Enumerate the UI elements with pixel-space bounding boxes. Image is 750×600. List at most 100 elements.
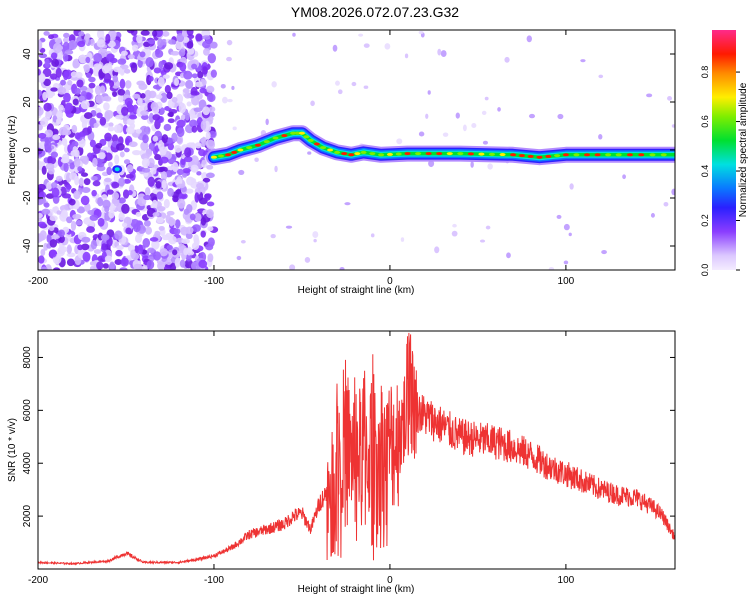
noise-blob [310,100,315,107]
ridge-peak [320,146,327,150]
noise-blob [165,233,173,238]
noise-blob [206,139,216,150]
noise-blob [119,78,126,89]
snr-y-tick-label: 6000 [22,399,33,422]
noise-blob [428,160,435,168]
spectrogram-y-tick-label: 40 [22,48,33,60]
noise-blob [115,143,125,151]
noise-blob [43,78,52,87]
noise-blob [85,72,92,79]
figure-title: YM08.2026.072.07.23.G32 [291,4,459,20]
noise-blob [101,194,108,201]
noise-blob [126,30,135,34]
noise-blob [148,76,154,82]
noise-blob [238,169,245,175]
ridge-peak [536,155,543,159]
noise-blob [181,238,190,244]
noise-blob [497,107,501,112]
noise-blob [121,106,129,116]
noise-blob [50,151,59,158]
noise-blob [51,187,60,198]
ridge-peak [360,150,367,154]
noise-blob [190,164,199,173]
ridge-peak [290,131,297,135]
noise-blob [97,217,105,227]
noise-blob [504,56,510,63]
noise-blob [125,227,132,235]
noise-blob [178,49,186,57]
noise-blob [102,263,109,269]
noise-blob [105,33,111,44]
noise-blob [60,157,70,164]
noise-blob [51,233,61,240]
noise-blob [82,155,89,165]
noise-blob [563,260,569,265]
noise-blob [117,58,127,65]
noise-blob [201,136,207,148]
ridge-peak [457,152,464,156]
noise-blob [59,204,69,212]
noise-blob [111,181,120,189]
snr-y-tick-label: 8000 [22,346,33,369]
noise-blob [106,189,114,195]
noise-blob [363,85,369,89]
spectrogram-y-tick-label: 20 [22,96,33,108]
ridge-peak [594,153,601,157]
noise-blob [64,102,74,113]
ridge-peak [478,152,485,156]
noise-blob [39,161,46,166]
noise-blob [49,238,58,248]
noise-blob [183,156,193,163]
noise-blob [163,198,170,209]
noise-blob [198,259,208,269]
noise-blob [183,70,193,80]
noise-blob [54,37,62,44]
noise-blob [427,90,431,95]
noise-blob [528,113,536,119]
noise-blob [124,68,131,74]
noise-blob [57,86,67,95]
noise-blob [167,143,174,151]
noise-blob [63,92,71,103]
ridge-peak [263,140,270,144]
noise-blob [48,226,55,232]
noise-blob [57,246,66,257]
noise-blob [182,173,188,178]
spectrogram-noise [38,30,675,270]
noise-blob [185,188,194,194]
ridge-peak [562,153,569,157]
noise-blob [204,193,211,201]
noise-blob [155,49,164,58]
noise-blob [363,43,370,48]
noise-blob [145,57,154,68]
noise-blob [114,259,123,265]
noise-blob [167,187,174,197]
noise-blob [150,101,159,111]
colorbar-tick-label: 0.4 [700,165,710,178]
noise-blob [131,150,142,156]
noise-blob [152,114,161,121]
noise-blob [171,96,178,103]
noise-blob [38,183,46,191]
noise-blob [162,74,170,79]
noise-blob [50,87,58,92]
noise-blob [70,220,77,232]
noise-blob [75,71,83,79]
noise-blob [598,74,604,79]
ridge-peak [415,152,422,156]
noise-blob [93,52,103,63]
noise-blob [646,93,653,98]
noise-blob [40,248,46,257]
noise-blob [344,202,351,206]
noise-blob [335,80,340,86]
noise-blob [44,58,50,68]
noise-blob [41,266,48,270]
ridge-peak [303,135,310,139]
ridge-peak [231,150,238,154]
noise-blob [50,182,58,189]
noise-blob [110,32,117,39]
noise-blob [222,96,228,104]
colorbar-tick-label: 0.6 [700,115,710,128]
noise-blob [206,209,214,219]
